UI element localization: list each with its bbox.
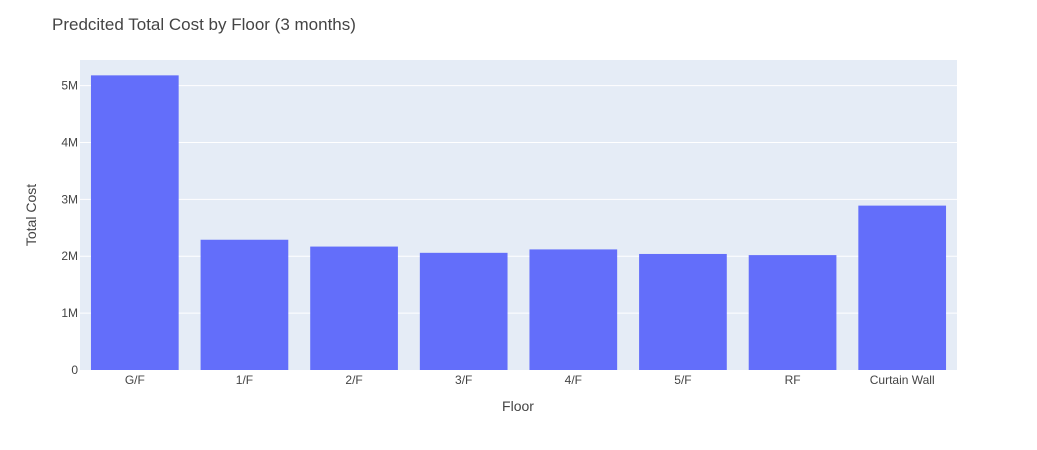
bar[interactable] — [748, 255, 837, 370]
chart-title: Predcited Total Cost by Floor (3 months) — [52, 15, 356, 34]
y-tick-label: 4M — [61, 135, 78, 149]
bar[interactable] — [200, 239, 289, 370]
x-tick-label: 5/F — [674, 373, 691, 387]
x-axis-ticks: G/F 1/F 2/F 3/F 4/F 5/F RF Curtain Wall — [125, 373, 935, 387]
bar[interactable] — [419, 252, 508, 370]
y-tick-label: 3M — [61, 192, 78, 206]
y-tick-label: 0 — [71, 363, 78, 377]
x-tick-label: G/F — [125, 373, 145, 387]
x-tick-label: 3/F — [455, 373, 472, 387]
x-tick-label: Curtain Wall — [870, 373, 935, 387]
bar[interactable] — [639, 253, 727, 370]
bar[interactable] — [858, 205, 947, 370]
x-tick-label: 2/F — [345, 373, 362, 387]
y-axis-ticks: 0 1M 2M 3M 4M 5M — [61, 79, 78, 377]
y-tick-label: 5M — [61, 79, 78, 93]
x-axis-label: Floor — [502, 398, 534, 414]
bar[interactable] — [310, 246, 398, 370]
bars — [90, 75, 947, 371]
y-tick-label: 2M — [61, 249, 78, 263]
y-axis-label: Total Cost — [23, 184, 39, 246]
x-tick-label: 4/F — [565, 373, 582, 387]
bar[interactable] — [90, 75, 179, 371]
x-tick-label: 1/F — [236, 373, 253, 387]
bar[interactable] — [529, 249, 618, 370]
x-tick-label: RF — [785, 373, 801, 387]
y-tick-label: 1M — [61, 306, 78, 320]
